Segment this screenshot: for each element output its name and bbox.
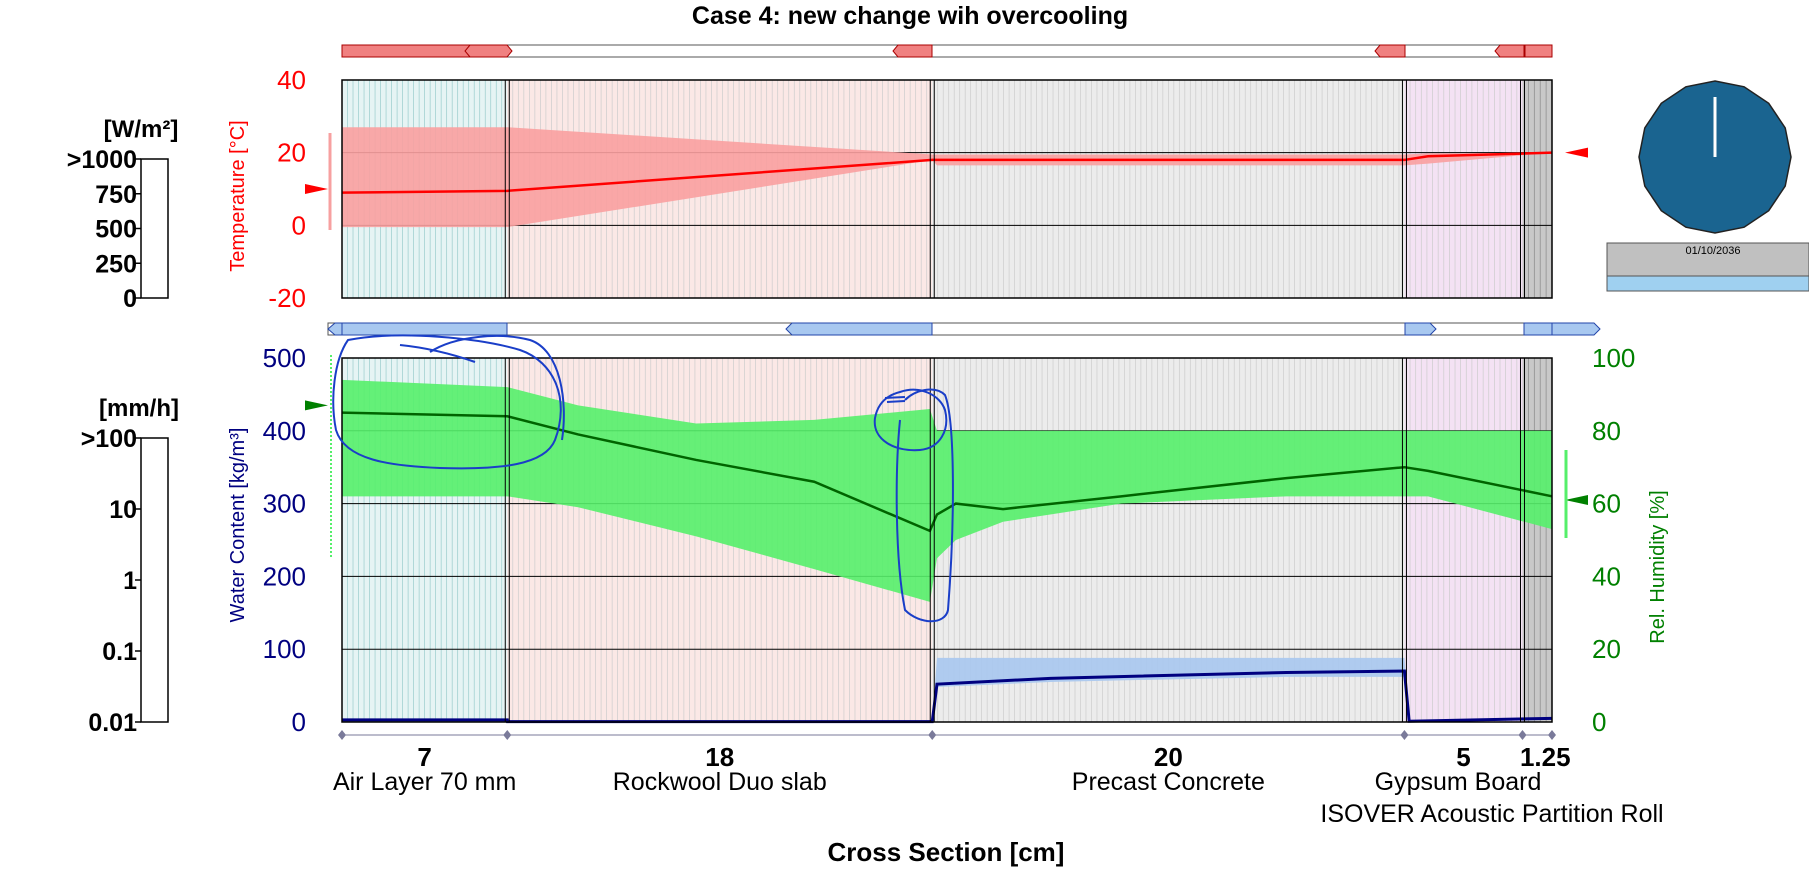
humidity-tick-label: 60	[1592, 489, 1621, 519]
radiation-scale: [W/m²] >1000 750 500 250 0	[67, 116, 179, 313]
humidity-axis-label: Rel. Humidity [%]	[1647, 490, 1669, 643]
cross-section-boundary-tick	[928, 730, 937, 740]
layer-region-4	[1404, 80, 1523, 298]
layer-region-5	[1522, 358, 1552, 722]
plot-frame	[341, 357, 1553, 723]
cross-section-boundary-tick	[338, 730, 346, 740]
layer-material-label: Precast Concrete	[1072, 768, 1265, 796]
cross-section-boundary-tick	[1400, 730, 1409, 740]
humidity-strip	[327, 322, 1601, 336]
radiation-tick-label: 750	[95, 181, 137, 209]
water-content-tick-label: 400	[263, 416, 306, 446]
radiation-tick-label: 250	[95, 250, 137, 278]
water-content-tick-label: 100	[263, 634, 306, 664]
date-box	[1606, 242, 1809, 278]
cross-section-boundary-tick	[1548, 730, 1556, 740]
radiation-tick-label: >1000	[67, 146, 137, 174]
indicator-humidity-left	[305, 400, 328, 411]
temperature-tick-label: 40	[277, 65, 306, 95]
water-content-tick-label: 500	[263, 343, 306, 373]
temperature-axis-label: Temperature [°C]	[227, 120, 249, 271]
layer-material-label: Gypsum Board	[1375, 768, 1542, 796]
rain-tick-label: 0.01	[88, 709, 137, 737]
rain-tick-label: >100	[81, 425, 137, 453]
layer-thickness-label: 18	[705, 742, 734, 772]
radiation-unit: [W/m²]	[104, 116, 179, 143]
layer-region-4	[1404, 358, 1523, 722]
layer-thickness-label: 5	[1456, 742, 1470, 772]
radiation-tick-label: 0	[123, 285, 137, 313]
rain-scale: [mm/h] >100 10 1 0.1 0.01	[81, 395, 179, 737]
humidity-tick-label: 80	[1592, 416, 1621, 446]
humidity-range-band	[342, 379, 1552, 602]
rain-tick-label: 10	[109, 496, 137, 524]
clock-widget: 01/10/2036	[1606, 80, 1809, 292]
handwritten-annotations	[332, 334, 954, 623]
layer-thickness-label: 1.25	[1520, 742, 1571, 772]
x-axis-label: Cross Section [cm]	[828, 837, 1065, 867]
layer-thickness-label: 20	[1154, 742, 1183, 772]
cross-section-boundary-tick	[503, 730, 512, 740]
indicator-temperature-right	[1565, 147, 1588, 158]
layer-material-label: Rockwool Duo slab	[613, 768, 827, 796]
temperature-tick-label: 20	[277, 138, 306, 168]
temperature-mean-line	[341, 151, 1553, 194]
radiation-tick-label: 500	[95, 216, 137, 244]
rain-unit: [mm/h]	[99, 395, 179, 422]
temperature-tick-label: 0	[292, 210, 306, 240]
clock-date: 01/10/2036	[1685, 245, 1740, 257]
indicator-humidity-right	[1565, 494, 1588, 505]
layer-material-label: ISOVER Acoustic Partition Roll	[1320, 800, 1663, 828]
indicator-temperature-left	[305, 184, 328, 194]
rain-tick-label: 1	[123, 567, 137, 595]
water-content-tick-label: 300	[263, 489, 306, 519]
humidity-tick-label: 40	[1592, 561, 1621, 591]
humidity-tick-label: 20	[1592, 634, 1621, 664]
rain-tick-label: 0.1	[102, 638, 137, 666]
progress-bar	[1606, 275, 1809, 292]
humidity-tick-label: 0	[1592, 707, 1606, 737]
cross-section-boundary-tick	[1518, 730, 1527, 740]
water-content-axis-label: Water Content [kg/m³]	[227, 428, 249, 623]
layer-thickness-label: 7	[417, 742, 431, 772]
temperature-tick-label: -20	[268, 283, 306, 313]
chart-title: Case 4: new change wih overcooling	[692, 2, 1128, 30]
humidity-tick-label: 100	[1592, 343, 1635, 373]
plot-frame	[341, 79, 1553, 299]
water-content-tick-label: 0	[292, 707, 306, 737]
temperature-range-band	[342, 127, 1552, 228]
humidity-mean-line	[341, 411, 1553, 533]
water-content-tick-label: 200	[263, 561, 306, 591]
layer-material-label: Air Layer 70 mm	[333, 768, 516, 796]
layer-region-5	[1522, 80, 1552, 298]
temperature-strip	[341, 44, 1553, 58]
